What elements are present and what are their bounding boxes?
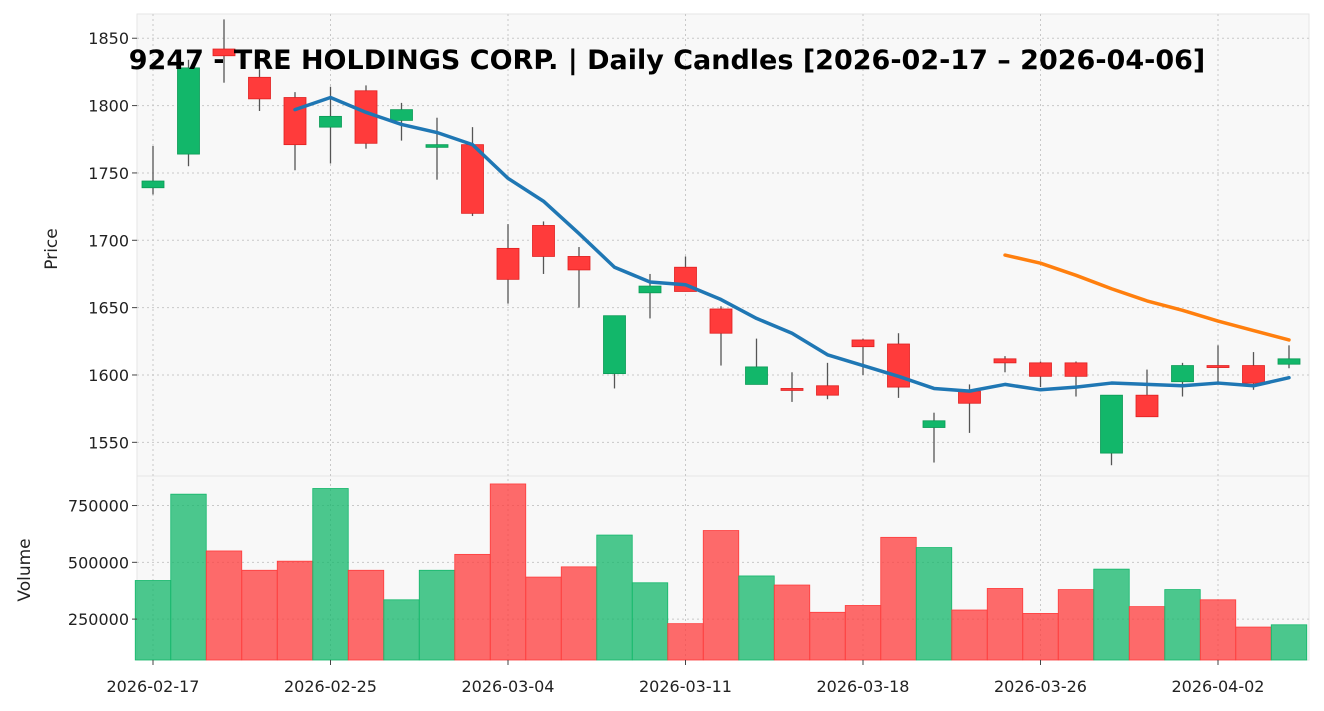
chart-title: 9247 - TRE HOLDINGS CORP. | Daily Candle… xyxy=(129,45,1205,76)
candle-body-up xyxy=(390,109,413,121)
volume-tick-label: 250000 xyxy=(68,610,129,629)
date-tick-label: 2026-02-25 xyxy=(284,677,377,696)
volume-bar xyxy=(418,569,456,661)
volume-bar xyxy=(915,547,953,661)
ma-long-line xyxy=(1003,253,1291,342)
volume-tick-label: 500000 xyxy=(68,553,129,572)
price-panel-background xyxy=(136,13,1310,477)
volume-bar xyxy=(1057,589,1095,661)
volume-bar xyxy=(134,580,172,661)
date-tick-label: 2026-04-02 xyxy=(1172,677,1265,696)
volume-bar xyxy=(170,493,207,661)
candle-body-down xyxy=(851,339,875,348)
candle-body-down xyxy=(709,308,733,334)
candle-body-down xyxy=(354,90,378,144)
volume-bar xyxy=(738,575,775,661)
candle-body-down xyxy=(461,144,484,214)
volume-bar xyxy=(809,611,846,661)
volume-bar xyxy=(1270,624,1308,661)
volume-bar xyxy=(276,560,314,661)
candle-body-down xyxy=(1242,365,1265,384)
volume-axis-label: Volume xyxy=(15,538,35,601)
date-tick-label: 2026-03-11 xyxy=(639,677,732,696)
volume-bar xyxy=(631,582,669,661)
price-tick-label: 1800 xyxy=(88,97,129,116)
candle-body-down xyxy=(567,256,591,271)
volume-bar xyxy=(312,488,349,661)
ma-short-line xyxy=(293,95,1291,393)
price-tick-label: 1850 xyxy=(88,29,129,48)
volume-bar xyxy=(1022,613,1059,661)
volume-tick-label: 750000 xyxy=(68,497,129,516)
volume-bar xyxy=(560,566,598,661)
candle-body-down xyxy=(496,247,520,280)
volume-bar xyxy=(844,605,882,661)
price-axis-label: Price xyxy=(42,228,62,269)
volume-bar xyxy=(667,623,704,661)
volume-bar xyxy=(880,536,917,661)
price-tick-label: 1700 xyxy=(88,231,129,250)
candle-body-up xyxy=(177,67,200,155)
date-tick-label: 2026-03-18 xyxy=(817,677,910,696)
candle-body-down xyxy=(816,385,839,396)
moving-averages xyxy=(293,95,1291,393)
candle-body-up xyxy=(745,366,768,385)
volume-bar xyxy=(241,569,278,661)
price-tick-label: 1750 xyxy=(88,164,129,183)
price-candles xyxy=(141,19,1301,466)
candle-body-up xyxy=(1100,394,1123,454)
volume-bar xyxy=(1128,606,1166,661)
volume-bars xyxy=(134,483,1308,661)
candle-body-down xyxy=(1135,394,1159,418)
candle-body-up xyxy=(922,420,946,428)
date-tick-label: 2026-02-17 xyxy=(107,677,200,696)
candle-body-up xyxy=(319,115,342,128)
candle-body-down xyxy=(958,390,981,404)
volume-bar xyxy=(596,534,633,661)
date-tick-label: 2026-03-04 xyxy=(462,677,555,696)
price-tick-label: 1650 xyxy=(88,299,129,318)
candle-body-down xyxy=(1206,365,1230,368)
candle-body-up xyxy=(1277,358,1301,365)
candle-body-down xyxy=(1029,362,1052,377)
volume-bar xyxy=(383,599,420,661)
volume-bar xyxy=(1235,626,1272,661)
candle-body-down xyxy=(993,358,1017,364)
candle-body-down xyxy=(1064,362,1088,377)
volume-bar xyxy=(205,550,243,661)
candle-body-up xyxy=(603,315,626,375)
volume-bar xyxy=(525,576,562,661)
candle-body-up xyxy=(1171,365,1194,383)
candle-body-down xyxy=(532,225,555,257)
volume-bar xyxy=(1199,599,1237,661)
volume-bar xyxy=(951,609,988,661)
candle-body-down xyxy=(212,48,236,57)
volume-bar xyxy=(986,588,1024,661)
price-tick-label: 1550 xyxy=(88,433,129,452)
price-tick-label: 1600 xyxy=(88,366,129,385)
candle-body-down xyxy=(283,97,307,146)
volume-bar xyxy=(773,584,811,661)
volume-bar xyxy=(454,553,491,661)
volume-bar xyxy=(1164,589,1201,661)
candle-body-up xyxy=(425,144,449,148)
volume-bar xyxy=(702,530,740,661)
candle-body-up xyxy=(638,285,662,294)
candle-body-down xyxy=(248,76,271,100)
date-tick-label: 2026-03-26 xyxy=(994,677,1087,696)
candle-body-up xyxy=(141,180,165,189)
volume-bar xyxy=(347,569,385,661)
volume-bar xyxy=(489,483,527,661)
axis-ticks: 1550 1600 1650 1700 1750 1800 1850 250000 500000… xyxy=(68,29,1265,696)
candle-body-down xyxy=(780,388,804,391)
volume-bar xyxy=(1093,568,1130,661)
